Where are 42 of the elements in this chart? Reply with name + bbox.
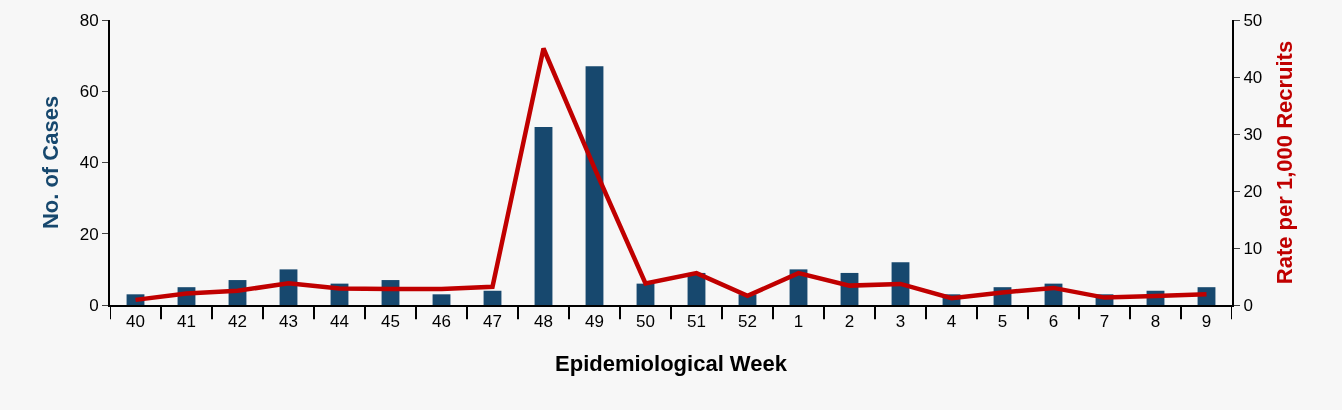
line-series: [133, 46, 1209, 303]
x-axis-title: Epidemiological Week: [555, 350, 788, 376]
y-axis-title: No. of Cases: [37, 95, 63, 230]
x-tick-label: 6: [1048, 312, 1059, 332]
x-tick-label: 41: [177, 312, 196, 332]
bar: [483, 290, 502, 305]
x-tick-label: 49: [585, 312, 604, 332]
y-tick-label: 20: [79, 224, 99, 244]
x-tick-label: 7: [1099, 312, 1110, 332]
x-tick-label: 9: [1201, 312, 1212, 332]
y-tick-label: 80: [79, 10, 99, 30]
y2-tick-label: 40: [1243, 67, 1263, 87]
x-tick-label: 5: [997, 312, 1008, 332]
x-tick-label: 47: [483, 312, 502, 332]
y-tick-label: 60: [79, 82, 99, 102]
x-tick-label: 46: [432, 312, 451, 332]
bar: [636, 283, 655, 305]
x-tick-label: 45: [381, 312, 400, 332]
y-tick-label: 0: [89, 295, 99, 315]
x-tick-label: 4: [946, 312, 957, 332]
y-tick-label: 40: [79, 153, 99, 173]
y2-tick-label: 20: [1243, 181, 1263, 201]
x-tick-label: 48: [534, 312, 553, 332]
x-tick-label: 1: [793, 312, 804, 332]
bar: [585, 66, 604, 305]
x-tick-label: 51: [687, 312, 706, 332]
bar: [432, 294, 451, 305]
x-tick-label: 42: [228, 312, 247, 332]
x-tick-label: 40: [126, 312, 145, 332]
y2-tick-label: 10: [1243, 238, 1263, 258]
x-tick-label: 2: [844, 312, 855, 332]
x-tick-label: 43: [279, 312, 298, 332]
x-tick-label: 50: [636, 312, 655, 332]
y2-tick-label: 30: [1243, 124, 1263, 144]
x-tick-label: 52: [738, 312, 757, 332]
x-tick-label: 8: [1150, 312, 1161, 332]
bar: [534, 126, 553, 305]
y2-axis-title: Rate per 1,000 Recruits: [1271, 40, 1297, 285]
y2-tick-label: 50: [1243, 10, 1263, 30]
x-tick-label: 3: [895, 312, 906, 332]
x-tick-label: 44: [330, 312, 349, 332]
y2-tick-label: 0: [1243, 295, 1253, 315]
